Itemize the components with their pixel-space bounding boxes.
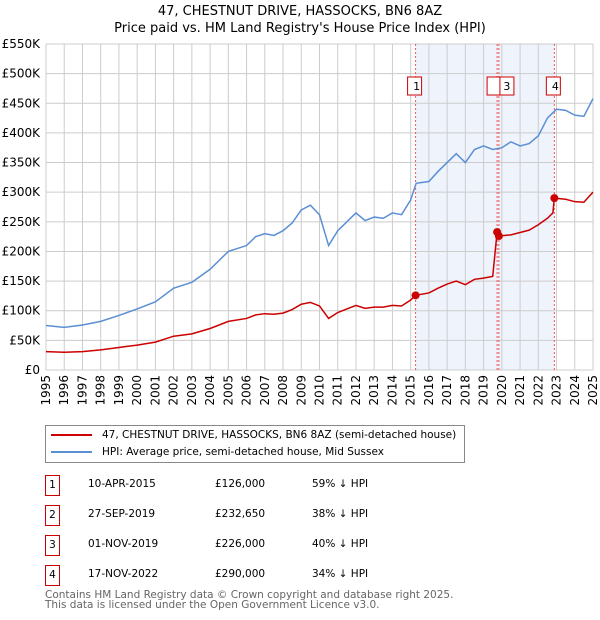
y-tick-label: £450K bbox=[2, 96, 42, 110]
sale-number: 1 bbox=[45, 475, 60, 496]
x-tick-label: 1998 bbox=[94, 375, 108, 406]
legend-swatch-hpi bbox=[51, 451, 92, 453]
x-tick-label: 2025 bbox=[586, 375, 600, 406]
sale-label: 4 bbox=[552, 80, 559, 93]
sale-price: £126,000 bbox=[215, 478, 266, 490]
sale-price: £226,000 bbox=[215, 538, 266, 550]
sale-date: 27-SEP-2019 bbox=[88, 508, 156, 520]
x-tick-label: 1996 bbox=[57, 375, 71, 406]
x-tick-label: 2003 bbox=[185, 375, 199, 406]
sale-date: 01-NOV-2019 bbox=[88, 538, 159, 550]
sale-label-box bbox=[545, 76, 561, 96]
x-tick-label: 2002 bbox=[167, 375, 181, 406]
sale-label-box bbox=[499, 76, 515, 96]
legend: 47, CHESTNUT DRIVE, HASSOCKS, BN6 8AZ (s… bbox=[45, 425, 465, 463]
x-tick-label: 2016 bbox=[422, 375, 436, 406]
sale-hpi-diff: 59% ↓ HPI bbox=[312, 478, 369, 490]
sale-hpi-diff: 34% ↓ HPI bbox=[312, 568, 369, 580]
sale-row: 2 27-SEP-2019 £232,650 38% ↓ HPI bbox=[45, 505, 445, 527]
x-tick-label: 2006 bbox=[240, 375, 254, 406]
sale-date: 10-APR-2015 bbox=[88, 478, 156, 490]
x-tick-label: 1997 bbox=[75, 375, 89, 406]
y-tick-label: £0 bbox=[25, 363, 40, 377]
y-tick-label: £400K bbox=[2, 126, 42, 140]
y-tick-label: £250K bbox=[2, 215, 42, 229]
sale-price: £232,650 bbox=[215, 508, 266, 520]
y-tick-label: £300K bbox=[2, 185, 42, 199]
sale-label-box bbox=[407, 76, 423, 96]
x-tick-label: 2012 bbox=[349, 375, 363, 406]
y-tick-label: £500K bbox=[2, 67, 42, 81]
x-tick-label: 2017 bbox=[440, 375, 454, 406]
plot-area: £0 £50K £100K £150K £200K £250K £300K £350K £400… bbox=[2, 37, 600, 406]
footer-line-1: Contains HM Land Registry data © Crown c… bbox=[45, 589, 454, 601]
x-tick-label: 1999 bbox=[112, 375, 126, 406]
y-tick-label: £200K bbox=[2, 244, 42, 258]
sale-label: 1 bbox=[413, 80, 420, 93]
chart-title: 47, CHESTNUT DRIVE, HASSOCKS, BN6 8AZ bbox=[157, 4, 443, 19]
x-tick-label: 2011 bbox=[331, 375, 345, 406]
sale-number: 3 bbox=[45, 535, 60, 556]
legend-label-property: 47, CHESTNUT DRIVE, HASSOCKS, BN6 8AZ (s… bbox=[102, 429, 457, 441]
x-tick-label: 2015 bbox=[404, 375, 418, 406]
sale-hpi-diff: 38% ↓ HPI bbox=[312, 508, 369, 520]
x-tick-label: 2014 bbox=[385, 375, 399, 406]
chart-subtitle: Price paid vs. HM Land Registry's House … bbox=[114, 21, 486, 36]
x-tick-label: 2022 bbox=[531, 375, 545, 406]
sale-row: 3 01-NOV-2019 £226,000 40% ↓ HPI bbox=[45, 535, 445, 557]
x-tick-label: 2023 bbox=[550, 375, 564, 406]
x-tick-label: 2001 bbox=[148, 375, 162, 406]
shaded-ownership-period bbox=[415, 44, 555, 370]
x-tick-label: 2007 bbox=[258, 375, 272, 406]
sale-number: 4 bbox=[45, 565, 60, 586]
x-tick-label: 2021 bbox=[513, 375, 527, 406]
x-tick-label: 2024 bbox=[568, 375, 582, 406]
sale-hpi-diff: 40% ↓ HPI bbox=[312, 538, 369, 550]
sale-point bbox=[550, 194, 559, 203]
x-tick-label: 2004 bbox=[203, 375, 217, 406]
sale-price: £290,000 bbox=[215, 568, 266, 580]
sale-point bbox=[411, 291, 420, 300]
sale-point bbox=[494, 232, 503, 241]
hpi-line bbox=[45, 98, 594, 329]
y-tick-label: £350K bbox=[2, 156, 42, 170]
sale-number: 2 bbox=[45, 505, 60, 526]
x-tick-label: 2010 bbox=[313, 375, 327, 406]
y-tick-label: £150K bbox=[2, 274, 42, 288]
legend-label-hpi: HPI: Average price, semi-detached house,… bbox=[102, 446, 384, 458]
x-tick-label: 2013 bbox=[367, 375, 381, 406]
x-tick-label: 2020 bbox=[495, 375, 509, 406]
legend-swatch-property bbox=[51, 434, 92, 436]
footer-line-2: This data is licensed under the Open Gov… bbox=[45, 599, 380, 611]
y-tick-label: £550K bbox=[2, 37, 42, 51]
x-tick-label: 2008 bbox=[276, 375, 290, 406]
x-tick-label: 2018 bbox=[458, 375, 472, 406]
x-tick-label: 2000 bbox=[130, 375, 144, 406]
sale-label: 3 bbox=[503, 80, 510, 93]
y-tick-label: £100K bbox=[2, 304, 42, 318]
sale-date: 17-NOV-2022 bbox=[88, 568, 159, 580]
x-tick-label: 2005 bbox=[221, 375, 235, 406]
sale-label-box bbox=[486, 76, 502, 96]
x-tick-label: 1995 bbox=[39, 375, 53, 406]
x-tick-label: 2009 bbox=[294, 375, 308, 406]
sale-row: 4 17-NOV-2022 £290,000 34% ↓ HPI bbox=[45, 565, 445, 587]
x-tick-label: 2019 bbox=[477, 375, 491, 406]
footer: Contains HM Land Registry data © Crown c… bbox=[45, 589, 454, 611]
sale-row: 1 10-APR-2015 £126,000 59% ↓ HPI bbox=[45, 475, 445, 497]
property-price-line bbox=[45, 191, 594, 353]
y-tick-label: £50K bbox=[9, 333, 41, 347]
